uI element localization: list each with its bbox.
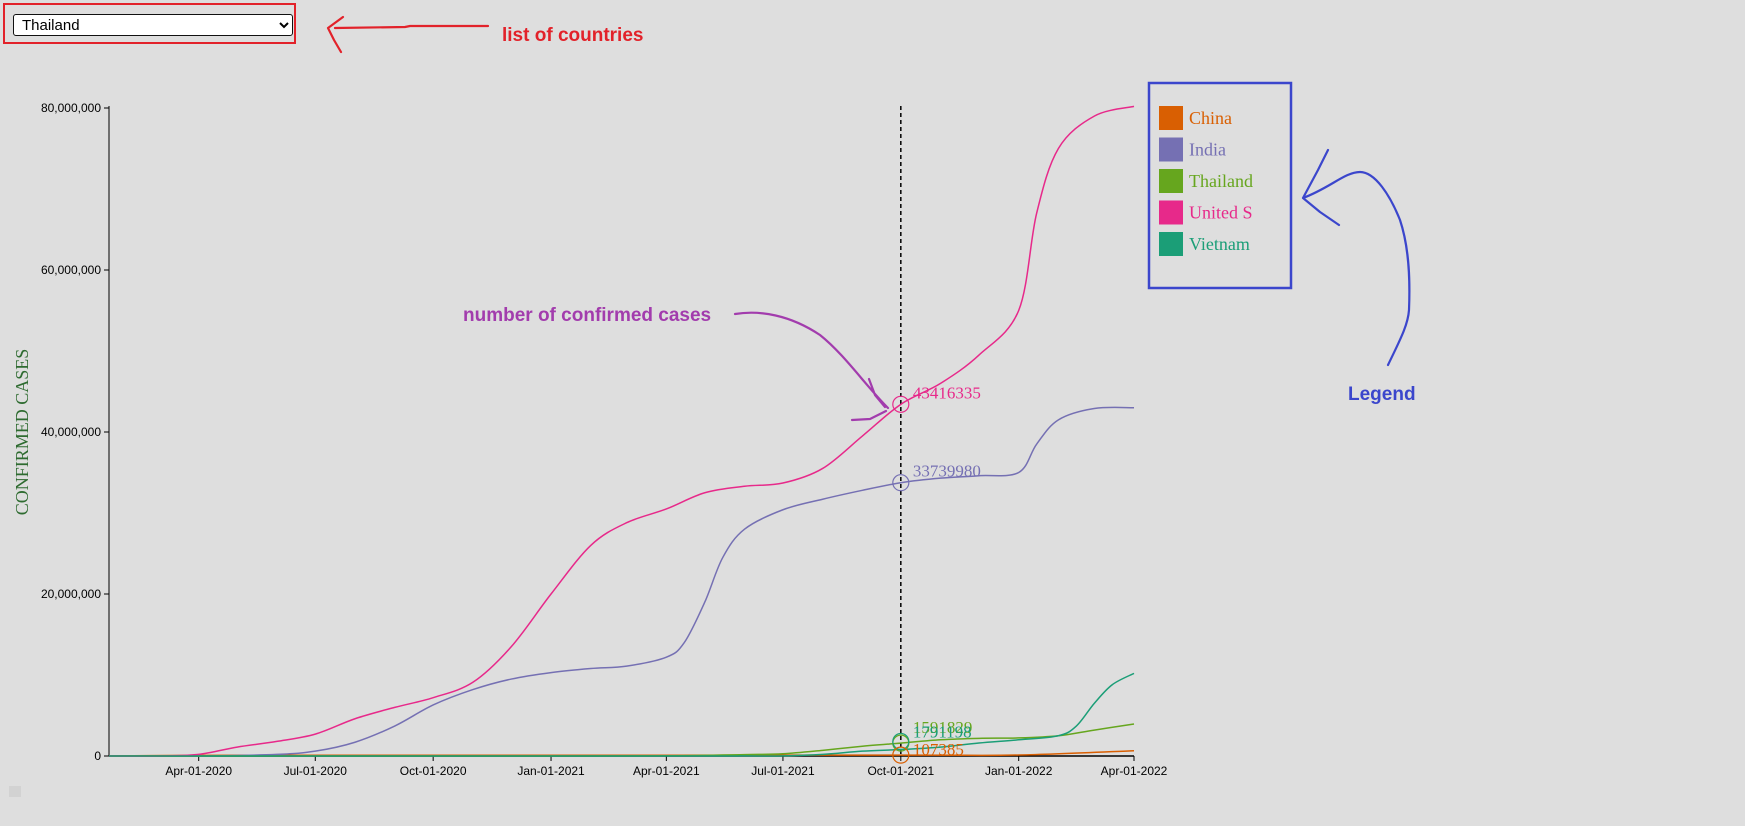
y-axis: 0 20,000,000 40,000,000 60,000,000 80,000,00… [41,101,110,763]
x-tick-label: Apr-01-2022 [1101,764,1168,778]
x-tick-label: Apr-01-2020 [165,764,232,778]
hover-value-label: 33739980 [913,462,981,481]
legend-item[interactable]: China [1159,106,1232,130]
legend-swatch [1159,232,1183,256]
x-tick-label: Oct-01-2021 [867,764,934,778]
series-line-india[interactable] [108,406,1135,757]
y-tick-label: 40,000,000 [41,425,101,439]
legend-label: United S [1189,203,1253,223]
countries-annotation-text: list of countries [502,25,643,46]
legend[interactable]: China India Thailand United S Vietnam [1147,81,1293,290]
legend-swatch [1159,137,1183,162]
legend-label: China [1189,108,1232,128]
y-tick-label: 20,000,000 [41,587,101,601]
hover-value-label: 43416335 [913,383,981,402]
hover-marker [892,474,910,492]
series-line-thailand[interactable] [108,723,1135,757]
legend-annotation-box [1147,81,1293,290]
y-tick-label: 0 [94,749,101,763]
series-line-united-s[interactable] [108,105,1135,757]
hover-marker [892,746,910,764]
legend-item[interactable]: India [1159,137,1226,162]
x-tick-label: Jul-01-2020 [284,764,348,778]
cases-annotation-text: number of confirmed cases [463,305,711,326]
country-annotation: list of countries [326,15,643,54]
country-select[interactable]: Thailand [13,14,293,36]
hover-marker [892,395,910,413]
legend-label: India [1189,140,1226,160]
x-axis: Apr-01-2020 Jul-01-2020 Oct-01-2020 Jan-01-… [109,755,1168,778]
legend-label: Vietnam [1189,234,1250,254]
hover-value-label: 1791198 [913,722,972,741]
legend-label: Thailand [1189,171,1253,191]
y-tick-label: 80,000,000 [41,101,101,115]
x-tick-label: Jan-01-2022 [985,764,1053,778]
hover-value-label: 1591829 [913,718,973,737]
y-tick-label: 60,000,000 [41,263,101,277]
country-select-annotation-box: Thailand [3,3,296,44]
y-axis-label: CONFIRMED CASES [12,349,32,516]
blue-arrow [1301,148,1411,367]
legend-item[interactable]: Vietnam [1159,232,1250,256]
hover-marker [892,732,910,751]
legend-item[interactable]: United S [1159,200,1253,225]
x-tick-label: Oct-01-2020 [400,764,467,778]
legend-annotation: Legend [1301,148,1416,405]
corner-square [9,786,21,797]
hover-value-label: 107385 [913,740,964,759]
x-tick-label: Jan-01-2021 [517,764,585,778]
legend-swatch [1159,106,1183,130]
x-tick-label: Jul-01-2021 [751,764,815,778]
x-tick-label: Apr-01-2021 [633,764,700,778]
red-arrow [326,15,490,54]
cases-annotation: number of confirmed cases [463,305,890,422]
legend-swatch [1159,200,1183,225]
legend-item[interactable]: Thailand [1159,169,1253,193]
legend-swatch [1159,169,1183,193]
purple-arrow [733,311,890,422]
series-lines [108,105,1135,757]
legend-annotation-text: Legend [1348,384,1416,405]
